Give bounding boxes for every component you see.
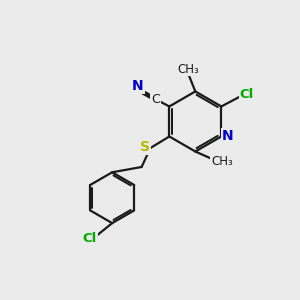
Text: S: S [140,140,150,154]
Text: Cl: Cl [83,232,97,244]
Text: CH₃: CH₃ [211,155,233,168]
Text: C: C [151,94,160,106]
Text: N: N [222,129,234,143]
Text: Cl: Cl [240,88,254,101]
Text: CH₃: CH₃ [178,62,199,76]
Text: N: N [132,79,143,93]
